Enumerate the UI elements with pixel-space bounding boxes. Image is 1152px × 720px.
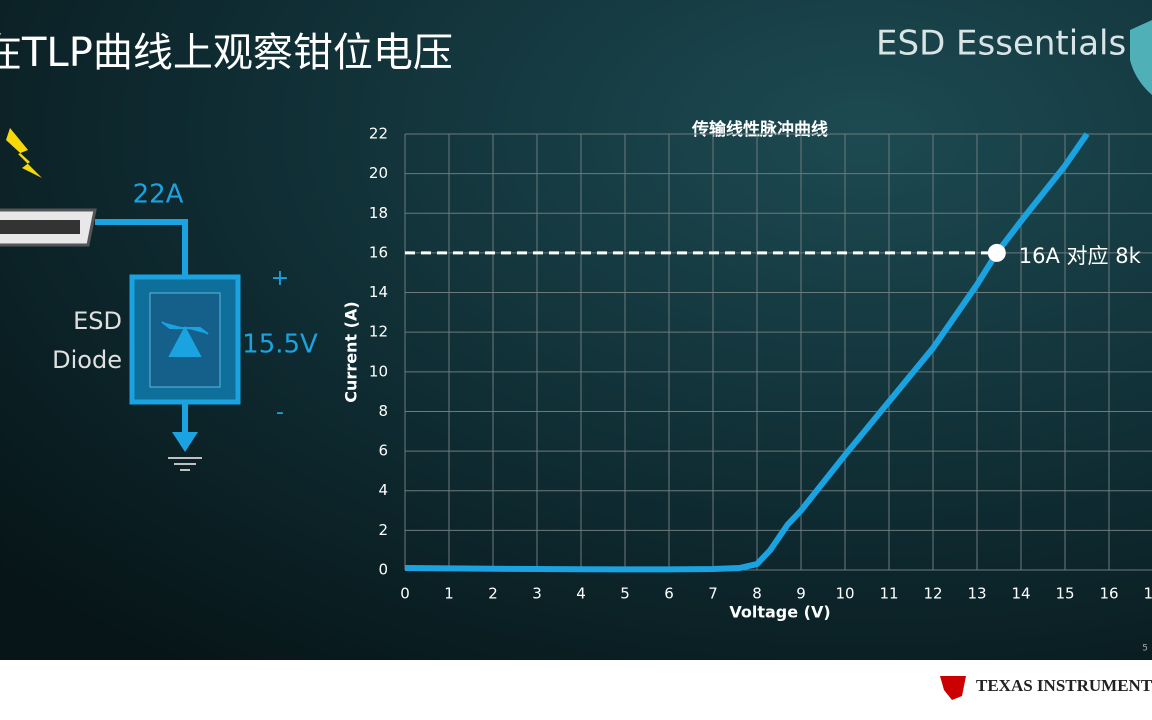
x-tick-label: 0 [400, 585, 410, 603]
page-number: 5 [1142, 644, 1148, 654]
x-tick-label: 16 [1099, 585, 1118, 603]
annotation: 16A 对应 8k [1019, 244, 1142, 268]
wire [95, 219, 188, 277]
x-tick-label: 4 [576, 585, 586, 603]
x-tick-label: 11 [879, 585, 898, 603]
y-tick-label: 14 [369, 283, 388, 301]
brand: ESD Essentials [876, 24, 1126, 64]
lightning-icon [6, 128, 42, 178]
y-tick-label: 6 [378, 442, 388, 460]
x-tick-label: 7 [708, 585, 718, 603]
current-label: 22A [133, 180, 184, 210]
circuit: 22A ESD Diode 15.5V + - [0, 128, 318, 471]
arrow [172, 432, 198, 452]
y-tick-label: 0 [378, 561, 388, 579]
plus-sign: + [271, 266, 289, 291]
y-tick-label: 2 [378, 521, 388, 539]
curve [404, 132, 1090, 573]
x-tick-label: 6 [664, 585, 674, 603]
y-tick-label: 18 [369, 204, 388, 222]
minus-sign: - [276, 400, 284, 425]
x-tick-label: 12 [923, 585, 942, 603]
diode-symbol [161, 321, 209, 357]
x-tick-label: 2 [488, 585, 498, 603]
x-tick-label: 8 [752, 585, 762, 603]
device-label: ESD [73, 307, 122, 335]
shield-icon [1130, 20, 1152, 95]
y-tick-label: 16 [369, 243, 388, 261]
device-label: Diode [52, 346, 122, 374]
x-tick-label: 1 [444, 585, 454, 603]
ground-symbol [168, 457, 202, 471]
ti-logo-icon [940, 676, 966, 700]
x-axis-label: Voltage (V) [729, 603, 830, 622]
y-tick-label: 12 [369, 323, 388, 341]
y-tick-label: 10 [369, 362, 388, 380]
x-tick-label: 15 [1055, 585, 1074, 603]
x-tick-label: 14 [1011, 585, 1030, 603]
footer-logo: Texas Instruments [976, 676, 1152, 695]
x-tick-label: 9 [796, 585, 806, 603]
y-tick-label: 22 [369, 125, 388, 143]
y-tick-label: 20 [369, 164, 388, 182]
x-tick-label: 17 [1143, 585, 1152, 603]
voltage-label: 15.5V [242, 330, 318, 360]
chart-title: 传输线性脉冲曲线 [691, 119, 828, 140]
y-tick-label: 4 [378, 481, 388, 499]
slide-title: 在TLP曲线上观察钳位电压 [0, 30, 453, 76]
x-tick-label: 3 [532, 585, 542, 603]
x-tick-label: 5 [620, 585, 630, 603]
y-tick-label: 8 [378, 402, 388, 420]
y-axis-label: Current (A) [342, 301, 361, 402]
x-tick-label: 10 [835, 585, 854, 603]
highlight-point [987, 243, 1006, 262]
connector-pins [0, 220, 80, 234]
x-tick-label: 13 [967, 585, 986, 603]
